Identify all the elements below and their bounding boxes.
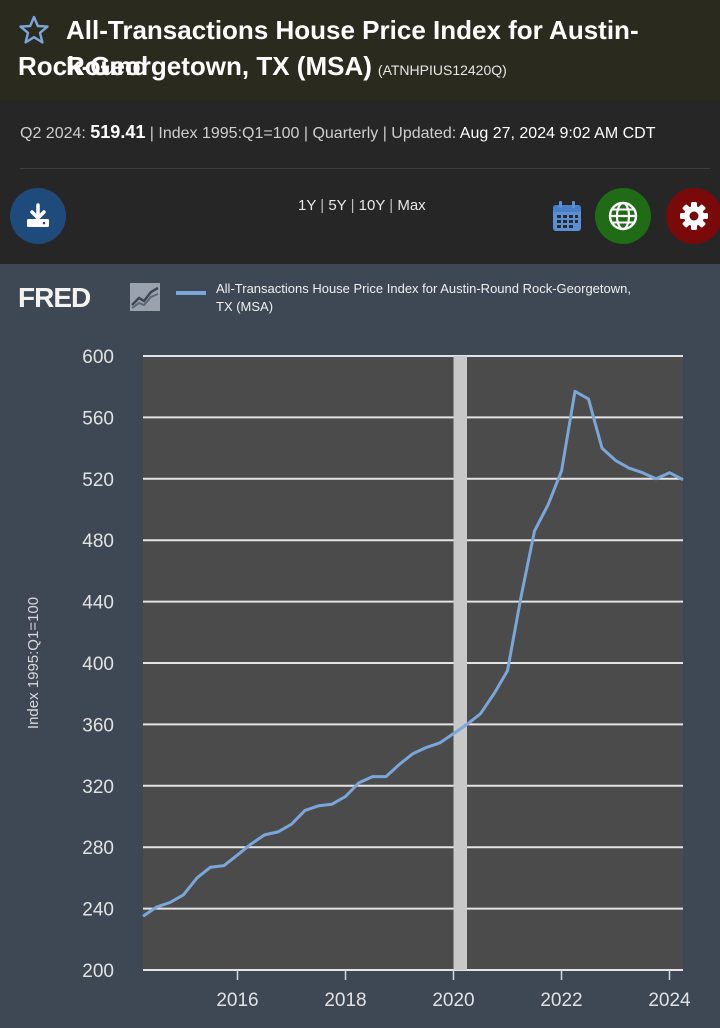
title-line1: All-Transactions House Price Index for A… bbox=[66, 15, 639, 81]
range-1y[interactable]: 1Y bbox=[298, 197, 317, 214]
y-tick-label: 240 bbox=[82, 900, 114, 921]
period-label: Q2 2024: bbox=[20, 125, 86, 142]
meta-sep-1: | bbox=[145, 125, 159, 142]
divider bbox=[20, 168, 710, 169]
y-tick-label: 320 bbox=[82, 777, 114, 798]
download-button[interactable] bbox=[10, 188, 66, 244]
y-tick-label: 560 bbox=[82, 408, 114, 429]
y-tick-label: 440 bbox=[82, 593, 114, 614]
latest-value: 519.41 bbox=[90, 122, 146, 142]
series-id: (ATNHPIUS12420Q) bbox=[377, 62, 507, 78]
globe-button[interactable] bbox=[595, 188, 651, 244]
y-axis-label: Index 1995:Q1=100 bbox=[25, 597, 42, 729]
series-line bbox=[142, 389, 684, 918]
updated-label: Updated: bbox=[391, 125, 457, 142]
star-outline-icon[interactable] bbox=[18, 14, 50, 46]
range-5y[interactable]: 5Y bbox=[328, 197, 347, 214]
header-bar: All-Transactions House Price Index for A… bbox=[0, 0, 720, 100]
fred-graph-icon bbox=[130, 283, 160, 311]
chart: 200 240 280 320 360 400 440 480 520 560 600 2016 20… bbox=[25, 347, 691, 1011]
x-tick-label: 2022 bbox=[540, 990, 582, 1011]
page-title: All-Transactions House Price Index for A… bbox=[18, 12, 716, 84]
meta-sep-2: | bbox=[299, 125, 313, 142]
range-selector: 1Y | 5Y | 10Y | Max bbox=[298, 197, 426, 214]
y-tick-label: 400 bbox=[82, 654, 114, 675]
fred-logo: FRED bbox=[18, 282, 91, 313]
info-bar bbox=[0, 100, 720, 264]
recession-band bbox=[453, 356, 467, 970]
download-icon bbox=[27, 203, 49, 227]
updated-value: Aug 27, 2024 9:02 AM CDT bbox=[459, 125, 656, 142]
x-tick-label: 2024 bbox=[648, 990, 691, 1011]
y-tick-label: 520 bbox=[82, 470, 114, 491]
legend-label: All-Transactions House Price Index for A… bbox=[216, 281, 631, 314]
y-tick-label: 480 bbox=[82, 531, 114, 552]
x-tick-label: 2018 bbox=[324, 990, 366, 1011]
gear-icon bbox=[680, 202, 708, 230]
globe-icon bbox=[608, 201, 638, 231]
series-meta: Q2 2024: 519.41 | Index 1995:Q1=100 | Qu… bbox=[20, 122, 655, 143]
y-tick-label: 280 bbox=[82, 838, 114, 859]
units-label: Index 1995:Q1=100 bbox=[158, 125, 300, 142]
range-max[interactable]: Max bbox=[397, 197, 426, 214]
frequency-label: Quarterly bbox=[312, 125, 379, 142]
range-10y[interactable]: 10Y bbox=[358, 197, 386, 214]
title-line2: Rock-Georgetown, TX (MSA) bbox=[18, 51, 372, 81]
y-tick-label: 200 bbox=[82, 961, 114, 982]
x-tick-label: 2020 bbox=[432, 990, 474, 1011]
settings-button[interactable] bbox=[666, 188, 720, 244]
y-tick-label: 360 bbox=[82, 715, 114, 736]
x-tick-label: 2016 bbox=[216, 990, 258, 1011]
calendar-icon[interactable] bbox=[552, 200, 582, 232]
meta-sep-3: | bbox=[378, 125, 392, 142]
legend-swatch bbox=[176, 291, 206, 295]
y-tick-label: 600 bbox=[82, 347, 114, 368]
